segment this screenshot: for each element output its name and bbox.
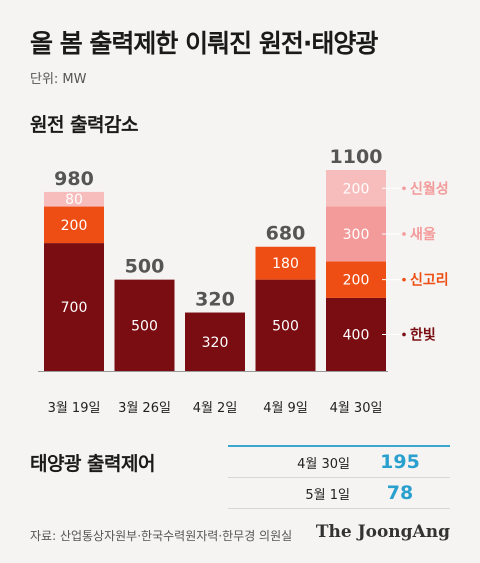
legend-label: 새울	[410, 226, 436, 243]
bar-total-label: 320	[195, 289, 235, 311]
table-row: 4월 30일 195	[228, 447, 450, 478]
bar-value-label: 320	[202, 335, 229, 351]
solar-table: 4월 30일 195 5월 1일 78	[228, 445, 450, 509]
bar-segment	[326, 261, 386, 298]
bar-value-label: 500	[272, 318, 299, 334]
bar-segment	[44, 243, 104, 371]
unit-label: 단위: MW	[30, 72, 87, 87]
bar-segment	[326, 170, 386, 207]
legend-dot	[402, 232, 406, 236]
section-nuclear-title: 원전 출력감소	[30, 114, 139, 136]
bar-value-label: 180	[272, 256, 299, 272]
bar-segment	[326, 206, 386, 262]
bar-value-label: 300	[343, 227, 370, 243]
legend-label: 신월성	[410, 180, 449, 197]
solar-date: 4월 30일	[297, 456, 350, 472]
bar-segment	[326, 297, 386, 371]
bar-total-label: 1100	[330, 146, 383, 168]
source-text: 자료: 산업통상자원부·한국수력원자력·한무경 의원실	[30, 529, 293, 543]
bar-value-label: 200	[343, 273, 370, 289]
bar-value-label: 80	[65, 192, 83, 208]
bar-segment	[255, 279, 316, 371]
legend-label: 신고리	[410, 273, 449, 289]
table-row: 5월 1일 78	[228, 478, 450, 509]
chart-title: 올 봄 출력제한 이뤄진 원전·태양광	[30, 29, 378, 58]
solar-value: 78	[386, 482, 414, 504]
bar-value-label: 700	[61, 300, 88, 316]
bar-total-label: 980	[54, 168, 94, 190]
bar-segment	[114, 279, 175, 371]
bar-segment	[44, 191, 104, 207]
bar-value-label: 500	[131, 318, 158, 334]
category-label: 4월 30일	[330, 401, 383, 416]
legend-label: 한빛	[410, 327, 436, 343]
solar-value: 195	[380, 451, 420, 473]
category-label: 4월 2일	[193, 401, 238, 416]
bar-value-label: 200	[61, 218, 88, 234]
category-label: 3월 19일	[48, 401, 101, 416]
category-label: 3월 26일	[118, 401, 171, 416]
bar-value-label: 400	[343, 327, 370, 343]
nuclear-output-chart: 700 200 80 980 3월 19일 500 500 3월 26일 320 320 4월 2일…	[38, 146, 449, 416]
solar-date: 5월 1일	[305, 487, 350, 503]
bar-segment	[44, 206, 104, 244]
legend-dot	[402, 332, 406, 337]
publisher-logo: The JoongAng	[315, 522, 450, 542]
bar-value-label: 200	[343, 181, 370, 197]
bar-total-label: 500	[125, 256, 165, 278]
section-solar-title: 태양광 출력제어	[30, 453, 155, 475]
bar-segment	[185, 312, 245, 371]
category-label: 4월 9일	[263, 401, 308, 416]
bar-segment	[255, 246, 316, 280]
bar-total-label: 680	[266, 223, 306, 245]
legend-dot	[402, 186, 406, 191]
legend-dot	[402, 277, 406, 282]
